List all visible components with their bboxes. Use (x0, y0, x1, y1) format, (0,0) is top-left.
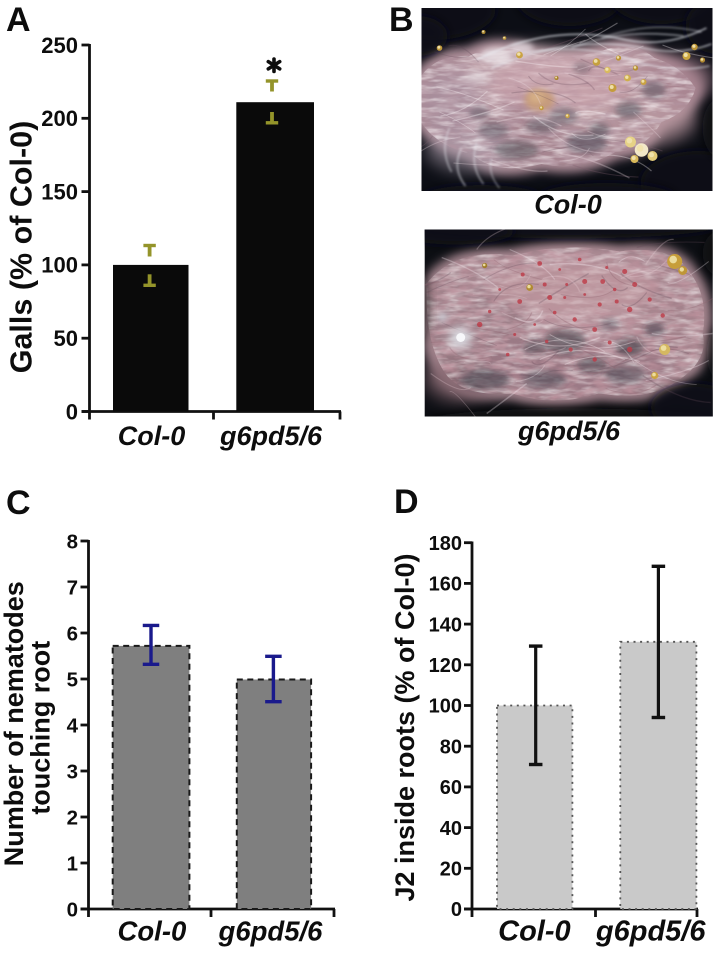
svg-text:touching root: touching root (25, 641, 55, 815)
svg-text:60: 60 (440, 777, 462, 799)
svg-text:1: 1 (67, 852, 78, 875)
svg-text:0: 0 (451, 899, 462, 921)
svg-text:Col-0: Col-0 (118, 916, 187, 947)
svg-text:g6pd5/6: g6pd5/6 (517, 416, 621, 446)
svg-text:5: 5 (67, 668, 78, 691)
svg-text:J2 inside roots (% of Col-0): J2 inside roots (% of Col-0) (390, 553, 420, 901)
svg-text:3: 3 (67, 760, 78, 783)
svg-text:B: B (389, 1, 414, 39)
svg-text:200: 200 (41, 106, 78, 131)
svg-text:7: 7 (67, 576, 78, 599)
svg-text:40: 40 (440, 818, 462, 840)
svg-text:120: 120 (429, 655, 462, 677)
svg-text:4: 4 (67, 714, 79, 737)
svg-text:180: 180 (429, 533, 462, 555)
svg-text:2: 2 (67, 806, 78, 829)
svg-text:0: 0 (67, 898, 78, 921)
svg-text:g6pd5/6: g6pd5/6 (218, 916, 324, 947)
svg-text:A: A (6, 1, 31, 39)
svg-text:8: 8 (67, 530, 78, 553)
svg-text:150: 150 (41, 179, 78, 204)
svg-text:100: 100 (429, 696, 462, 718)
svg-text:160: 160 (429, 574, 462, 596)
svg-text:Number of nematodes: Number of nematodes (0, 581, 29, 866)
svg-text:0: 0 (66, 399, 78, 424)
svg-text:250: 250 (41, 33, 78, 58)
svg-text:Col-0: Col-0 (118, 421, 186, 451)
svg-text:g6pd5/6: g6pd5/6 (595, 916, 706, 948)
svg-text:100: 100 (41, 253, 78, 278)
svg-text:g6pd5/6: g6pd5/6 (219, 421, 323, 451)
svg-text:Col-0: Col-0 (534, 190, 602, 220)
svg-text:D: D (394, 483, 419, 521)
svg-text:Col-0: Col-0 (498, 916, 571, 948)
svg-text:6: 6 (67, 622, 78, 645)
svg-text:80: 80 (440, 736, 462, 758)
svg-text:20: 20 (440, 859, 462, 881)
svg-text:Galls (% of Col-0): Galls (% of Col-0) (5, 121, 39, 374)
svg-text:140: 140 (429, 614, 462, 636)
svg-text:C: C (6, 484, 31, 522)
svg-text:50: 50 (54, 326, 78, 351)
